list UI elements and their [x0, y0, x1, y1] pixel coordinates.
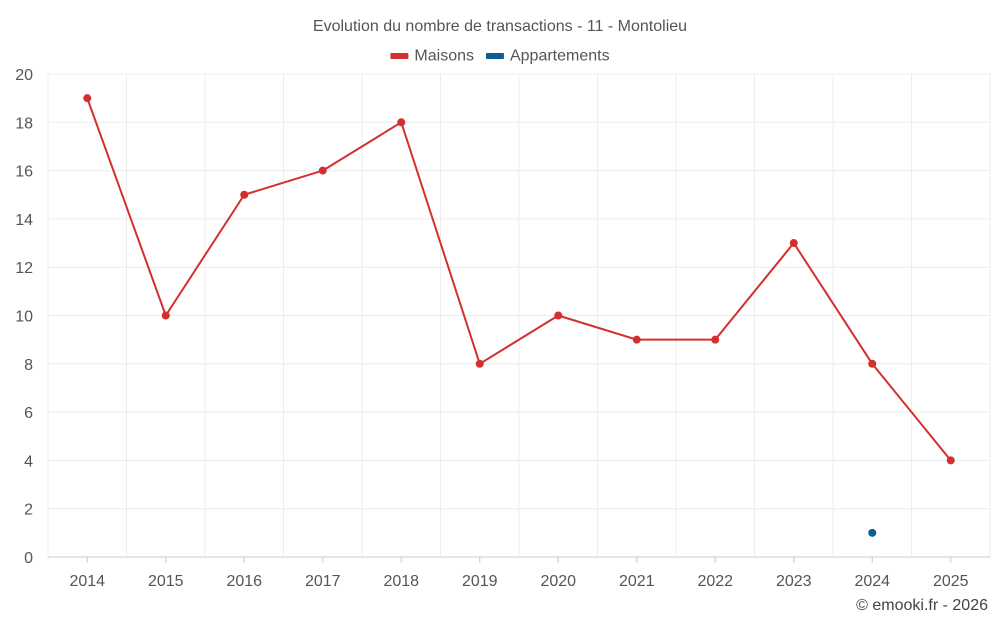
- y-tick-label: 6: [24, 405, 33, 422]
- legend-swatch: [390, 53, 409, 59]
- y-tick-label: 4: [24, 453, 33, 470]
- x-tick-label: 2023: [776, 573, 812, 590]
- data-point[interactable]: [711, 335, 720, 344]
- series-maisons: [83, 94, 955, 465]
- x-tick-label: 2020: [540, 573, 576, 590]
- y-tick-label: 12: [15, 260, 33, 277]
- x-tick-label: 2014: [69, 573, 105, 590]
- y-tick-label: 20: [15, 67, 33, 84]
- axes: 0 2 4 6 8 10 12 14 16 18 20 2014 2015 2016 2017 2018 201…: [15, 67, 990, 590]
- chart-title: Evolution du nombre de transactions - 11…: [313, 18, 687, 35]
- series-appartements: [868, 528, 877, 537]
- data-point[interactable]: [554, 311, 563, 320]
- y-tick-label: 10: [15, 309, 33, 326]
- data-point[interactable]: [789, 239, 798, 248]
- x-tick-label: 2024: [854, 573, 890, 590]
- grid: [47, 73, 991, 557]
- data-point[interactable]: [868, 359, 877, 368]
- x-tick-label: 2018: [383, 573, 419, 590]
- x-tick-label: 2015: [148, 573, 184, 590]
- x-tick-label: 2016: [226, 573, 262, 590]
- data-point[interactable]: [475, 359, 484, 368]
- y-tick-label: 18: [15, 115, 33, 132]
- y-tick-label: 2: [24, 502, 33, 519]
- credit-text: © emooki.fr - 2026: [856, 597, 988, 614]
- data-point[interactable]: [397, 118, 406, 127]
- x-tick-label: 2025: [933, 573, 969, 590]
- x-tick-label: 2022: [697, 573, 733, 590]
- data-point[interactable]: [632, 335, 641, 344]
- legend-item-appartements[interactable]: Appartements: [485, 48, 610, 65]
- data-point[interactable]: [318, 166, 327, 175]
- series-line: [86, 97, 952, 462]
- y-tick-label: 14: [15, 212, 33, 229]
- legend-item-maisons[interactable]: Maisons: [390, 48, 474, 65]
- y-tick-label: 16: [15, 164, 33, 181]
- x-tick-label: 2021: [619, 573, 655, 590]
- data-point[interactable]: [946, 456, 955, 465]
- legend-label: Maisons: [414, 48, 474, 65]
- legend-label: Appartements: [510, 48, 610, 65]
- data-point[interactable]: [868, 528, 877, 537]
- data-point[interactable]: [83, 94, 92, 103]
- data-point[interactable]: [240, 190, 249, 199]
- y-tick-label: 0: [24, 550, 33, 567]
- legend-swatch: [485, 53, 504, 59]
- x-tick-label: 2017: [305, 573, 341, 590]
- data-point[interactable]: [161, 311, 170, 320]
- x-tick-label: 2019: [462, 573, 498, 590]
- legend: Maisons Appartements: [390, 48, 610, 65]
- series-layer: [83, 94, 955, 537]
- y-tick-label: 8: [24, 357, 33, 374]
